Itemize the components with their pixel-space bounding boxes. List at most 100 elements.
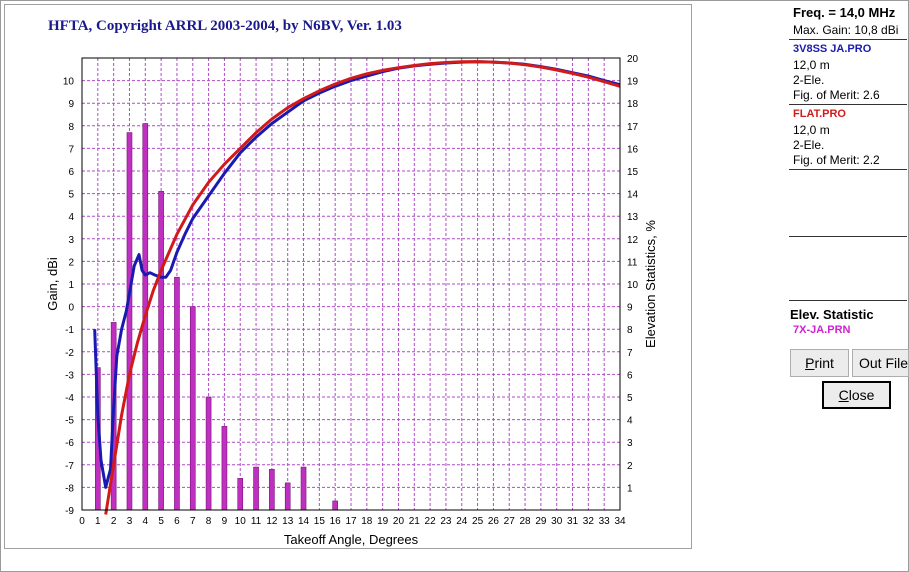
plot-border: [81, 57, 621, 511]
y2-tick-label: 20: [627, 54, 639, 65]
x-tick-label: 18: [361, 516, 373, 527]
x-tick-label: 11: [251, 516, 262, 527]
y-tick-label: 6: [68, 167, 74, 178]
x-tick-label: 7: [190, 516, 196, 527]
y-tick-label: -9: [65, 506, 74, 517]
y2-tick-label: 1: [627, 483, 633, 494]
x-tick-label: 13: [282, 516, 294, 527]
y2-tick-label: 7: [627, 348, 633, 359]
divider: [789, 39, 907, 40]
x-tick-label: 31: [567, 516, 579, 527]
series-line: [104, 60, 621, 515]
y2-tick-label: 10: [627, 280, 639, 291]
y-tick-label: -7: [65, 461, 74, 472]
divider: [789, 169, 907, 170]
hfta-chart: HFTA, Copyright ARRL 2003-2004, by N6BV,…: [45, 18, 658, 547]
x-tick-label: 27: [504, 516, 516, 527]
x-tick-label: 20: [393, 516, 405, 527]
y2-tick-label: 2: [627, 461, 633, 472]
file1-elements: 2-Ele.: [793, 73, 825, 87]
x-tick-label: 5: [158, 516, 164, 527]
elevation-bar: [237, 478, 244, 511]
x-tick-label: 2: [111, 516, 117, 527]
x-tick-label: 22: [425, 516, 437, 527]
x-tick-label: 8: [206, 516, 212, 527]
elevation-bar: [269, 469, 275, 511]
y2-tick-label: 6: [627, 370, 633, 381]
x-tick-label: 25: [472, 516, 484, 527]
x-tick-label: 4: [143, 516, 149, 527]
file1-merit: Fig. of Merit: 2.6: [793, 88, 880, 102]
x-tick-label: 26: [488, 516, 500, 527]
x-tick-label: 29: [535, 516, 547, 527]
y-tick-label: -8: [65, 483, 74, 494]
y2-tick-label: 9: [627, 303, 633, 314]
x-tick-label: 14: [298, 516, 310, 527]
elevation-bar: [253, 466, 259, 511]
y-tick-label: 5: [68, 190, 74, 201]
y2-tick-label: 18: [627, 99, 639, 110]
x-tick-label: 0: [79, 516, 85, 527]
x-tick-label: 34: [614, 516, 626, 527]
y-tick-label: 3: [68, 235, 74, 246]
y-tick-label: -5: [65, 416, 74, 427]
divider: [789, 104, 907, 105]
divider: [789, 300, 907, 301]
y-tick-label: 2: [68, 257, 74, 268]
y2-tick-label: 4: [627, 416, 633, 427]
y-axis-label: Gain, dBi: [45, 257, 60, 311]
x-tick-label: 21: [409, 516, 421, 527]
y2-tick-label: 15: [627, 167, 639, 178]
elev-statistic-file: 7X-JA.PRN: [793, 324, 851, 336]
tick-labels: 0 1 2 3 4 5 6 7 8 9 10 11 12 13 14 15 16 17 18 19 20 21 22 23 24…: [63, 54, 639, 527]
x-tick-label: 23: [440, 516, 452, 527]
x-axis-label: Takeoff Angle, Degrees: [284, 532, 419, 547]
y2-axis-label: Elevation Statistics, %: [643, 220, 658, 348]
elevation-bar: [126, 132, 133, 511]
print-button-label: rint: [814, 355, 834, 371]
y2-tick-label: 19: [627, 77, 639, 88]
elev-statistic-title: Elev. Statistic: [790, 307, 874, 322]
y2-tick-label: 5: [627, 393, 633, 404]
frequency-label: Freq. = 14,0 MHz: [793, 5, 896, 20]
y-tick-label: 8: [68, 122, 74, 133]
x-tick-label: 12: [266, 516, 278, 527]
y-tick-label: 0: [68, 303, 74, 314]
y-tick-label: -2: [65, 348, 74, 359]
out-file-button-label: Out File: [859, 355, 909, 371]
divider: [789, 236, 907, 237]
y2-tick-label: 8: [627, 325, 633, 336]
file1-height: 12,0 m: [793, 58, 830, 72]
close-button-hotkey: C: [838, 387, 849, 403]
chart-title: HFTA, Copyright ARRL 2003-2004, by N6BV,…: [48, 18, 402, 34]
out-file-button[interactable]: Out File: [852, 349, 909, 377]
x-tick-label: 30: [551, 516, 563, 527]
y-tick-label: -3: [65, 370, 74, 381]
y2-tick-label: 14: [627, 190, 639, 201]
x-tick-label: 15: [314, 516, 326, 527]
file2-merit: Fig. of Merit: 2.2: [793, 153, 880, 167]
max-gain-label: Max. Gain: 10,8 dBi: [793, 23, 899, 37]
x-tick-label: 16: [330, 516, 342, 527]
x-tick-label: 28: [519, 516, 531, 527]
x-tick-label: 9: [222, 516, 228, 527]
file2-height: 12,0 m: [793, 123, 830, 137]
x-tick-label: 24: [456, 516, 468, 527]
file1-name: 3V8SS JA.PRO: [793, 43, 872, 55]
y2-tick-label: 11: [627, 257, 638, 268]
elevation-bar: [332, 500, 338, 511]
x-tick-label: 3: [127, 516, 133, 527]
y2-tick-label: 3: [627, 438, 633, 449]
y2-tick-label: 12: [627, 235, 639, 246]
x-tick-label: 10: [235, 516, 247, 527]
file2-name: FLAT.PRO: [793, 108, 846, 120]
elevation-bar: [174, 276, 180, 511]
y-tick-label: 1: [68, 280, 74, 291]
y-tick-label: 7: [68, 144, 74, 155]
elevation-bar: [284, 482, 291, 511]
x-tick-label: 19: [377, 516, 389, 527]
close-button-label: lose: [848, 387, 875, 403]
x-tick-label: 6: [174, 516, 180, 527]
